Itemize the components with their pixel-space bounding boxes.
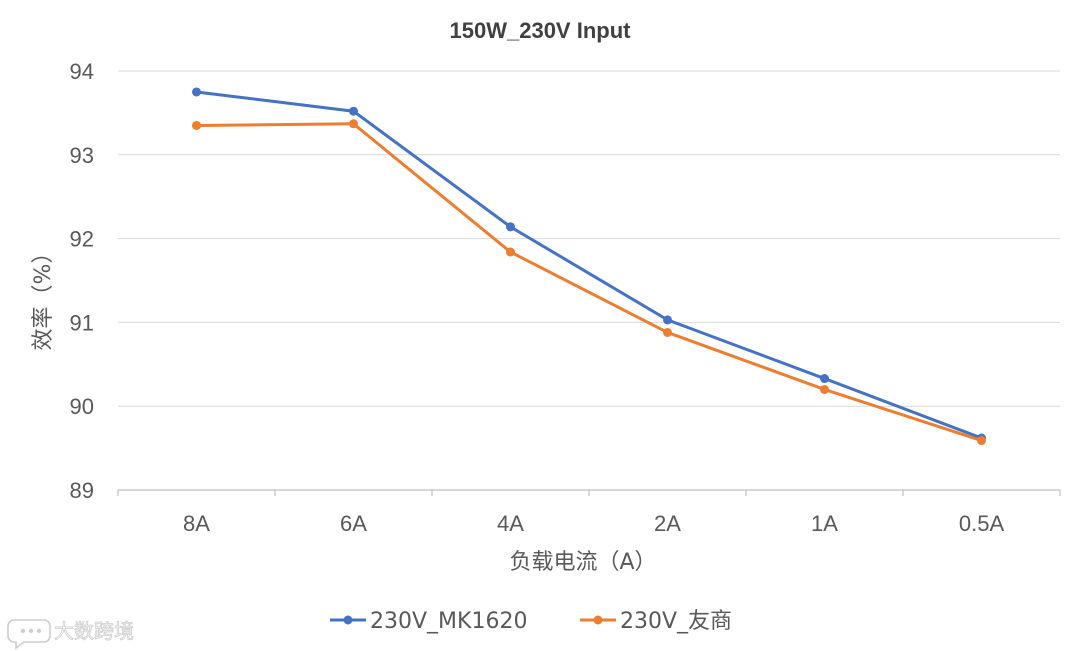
data-point bbox=[192, 120, 201, 130]
series-2 bbox=[192, 119, 986, 446]
gridlines bbox=[118, 70, 1060, 407]
data-point bbox=[506, 222, 515, 232]
data-point bbox=[820, 384, 829, 394]
legend-marker bbox=[593, 615, 603, 625]
legend-label: 230V_友商 bbox=[620, 609, 732, 634]
legend: 230V_MK1620 230V_友商 bbox=[330, 609, 732, 634]
data-point bbox=[977, 436, 986, 446]
y-tick-label: 94 bbox=[70, 59, 94, 84]
series-line bbox=[196, 122, 982, 442]
x-axis-label: 负载电流（A） bbox=[509, 550, 656, 575]
x-tick-label: 2A bbox=[654, 511, 681, 536]
data-point bbox=[663, 315, 672, 325]
y-tick-label: 93 bbox=[70, 143, 94, 168]
x-tick-label: 4A bbox=[497, 511, 524, 536]
y-tick-label: 90 bbox=[70, 394, 94, 419]
legend-item: 230V_MK1620 bbox=[330, 609, 527, 634]
x-tick-label: 6A bbox=[340, 511, 367, 536]
y-axis-label: 效率（%） bbox=[31, 242, 56, 351]
series-line bbox=[196, 90, 983, 440]
x-tick-label: 8A bbox=[183, 511, 210, 536]
y-tick-label: 89 bbox=[70, 478, 94, 503]
legend-label: 230V_MK1620 bbox=[370, 609, 527, 634]
series-lines bbox=[192, 87, 986, 446]
x-axis bbox=[117, 489, 1061, 496]
watermark-text: 大数跨境 bbox=[54, 619, 134, 643]
y-tick-labels: 89 90 91 92 93 94 bbox=[70, 59, 94, 503]
legend-item: 230V_友商 bbox=[580, 609, 732, 634]
y-tick-label: 92 bbox=[70, 227, 94, 252]
x-tick-label: 0.5A bbox=[959, 511, 1005, 536]
watermark: 大数跨境 bbox=[7, 619, 134, 650]
data-point bbox=[349, 106, 358, 116]
data-point bbox=[192, 87, 201, 97]
legend-marker bbox=[343, 615, 353, 625]
y-tick-label: 91 bbox=[70, 310, 94, 335]
data-point bbox=[820, 374, 829, 384]
series-1 bbox=[192, 87, 986, 443]
x-tick-label: 1A bbox=[811, 511, 838, 536]
data-point bbox=[349, 119, 358, 129]
chart-title: 150W_230V Input bbox=[450, 18, 632, 43]
data-point bbox=[663, 327, 672, 337]
x-tick-labels: 8A 6A 4A 2A 1A 0.5A bbox=[183, 511, 1004, 536]
data-point bbox=[506, 247, 515, 257]
chat-bubble-icon bbox=[7, 619, 51, 650]
